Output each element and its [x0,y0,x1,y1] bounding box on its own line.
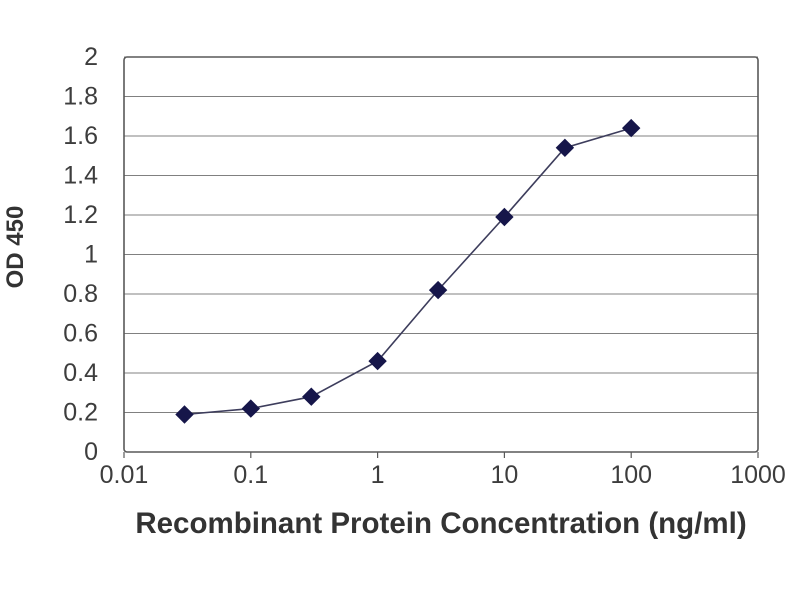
svg-text:0.8: 0.8 [63,280,98,308]
svg-text:1: 1 [84,241,98,269]
svg-text:0.4: 0.4 [63,359,98,387]
svg-text:1.8: 1.8 [63,83,98,111]
svg-text:1.4: 1.4 [63,162,98,190]
svg-text:100: 100 [610,461,652,489]
svg-text:OD 450: OD 450 [2,206,29,289]
svg-text:0.6: 0.6 [63,320,98,348]
svg-text:1000: 1000 [730,461,786,489]
svg-text:0.1: 0.1 [233,461,268,489]
svg-text:0: 0 [84,438,98,466]
svg-text:10: 10 [490,461,518,489]
svg-text:0.01: 0.01 [100,461,149,489]
svg-text:1: 1 [371,461,385,489]
svg-text:0.2: 0.2 [63,399,98,427]
svg-text:1.6: 1.6 [63,122,98,150]
svg-text:1.2: 1.2 [63,201,98,229]
svg-text:2: 2 [84,43,98,71]
svg-text:Recombinant Protein Concentrat: Recombinant Protein Concentration (ng/ml… [135,507,746,540]
